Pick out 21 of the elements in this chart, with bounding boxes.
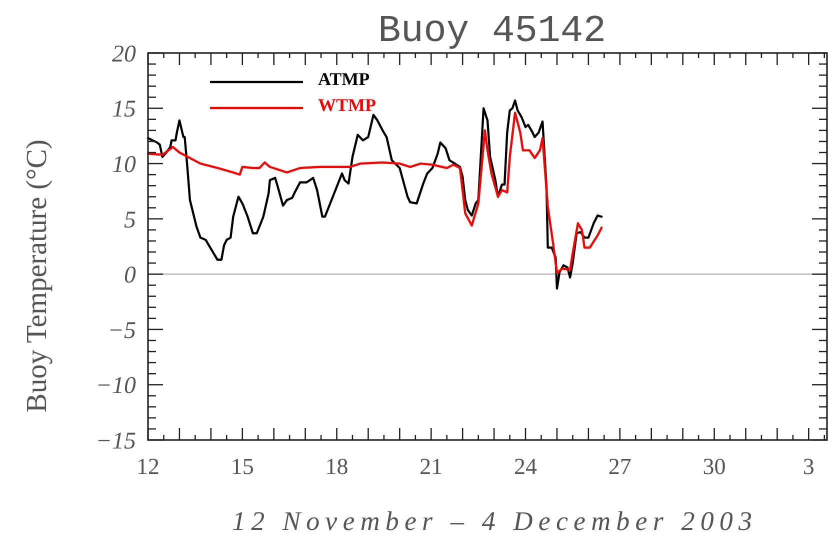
y-tick-label: −10: [96, 373, 136, 400]
x-tick-label: 18: [325, 454, 348, 479]
x-tick-label: 27: [608, 454, 632, 479]
x-tick-label: 15: [230, 454, 254, 479]
y-tick-label: 5: [124, 207, 136, 234]
x-tick-label: 30: [702, 454, 726, 479]
y-tick-label: −5: [108, 318, 136, 344]
x-tick-label: 24: [514, 454, 538, 479]
y-tick-label: 10: [112, 152, 136, 178]
y-tick-label: 0: [124, 262, 136, 289]
y-axis-title: Buoy Temperature (°C): [21, 139, 53, 413]
x-tick-label: 21: [420, 454, 443, 479]
y-tick-label: −15: [96, 428, 136, 454]
y-tick-label: 15: [112, 96, 136, 123]
x-tick-label: 12: [136, 454, 160, 479]
series-label: ATMP: [318, 69, 370, 90]
text: WTMP: [318, 95, 376, 116]
x-axis-title: 12 November – 4 December 2003: [232, 506, 752, 536]
y-tick-label: 20: [112, 41, 136, 68]
chart-title: Buoy 45142: [378, 10, 606, 53]
x-tick-label: 3: [802, 454, 814, 479]
